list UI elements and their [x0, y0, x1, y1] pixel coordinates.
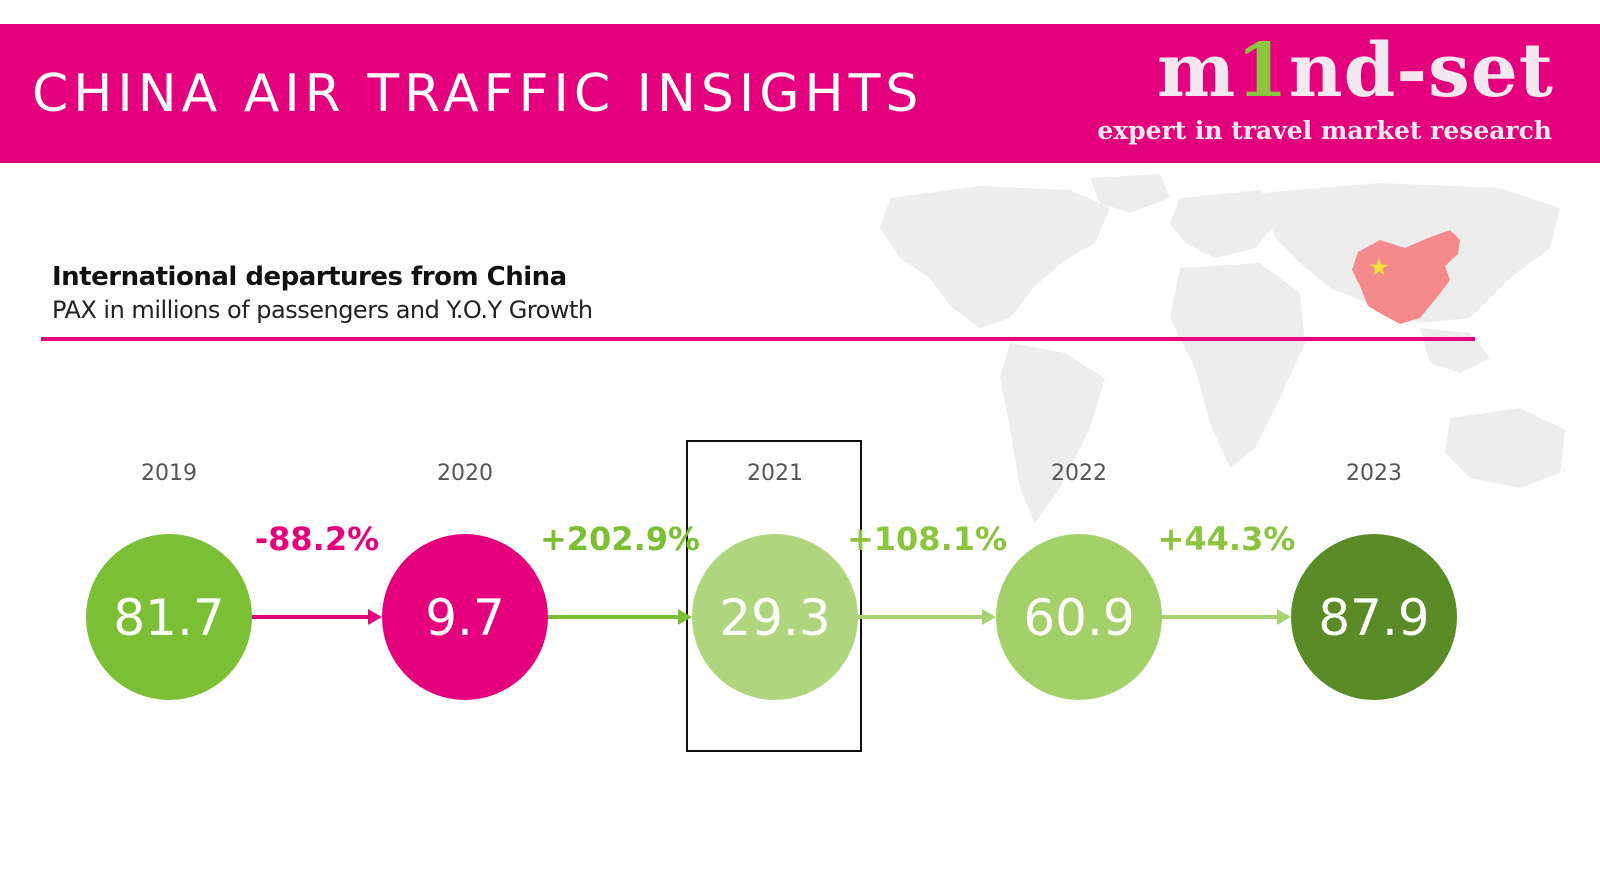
growth-label-1: +202.9%: [540, 520, 700, 558]
logo-tagline: expert in travel market research: [1097, 116, 1552, 145]
data-circle-2022: [996, 534, 1162, 700]
value-label-2021: 29.3: [719, 589, 830, 647]
data-circle-2023: [1291, 534, 1457, 700]
year-label-2022: 2022: [1051, 461, 1107, 486]
year-label-2019: 2019: [141, 461, 197, 486]
data-circle-2021: [692, 534, 858, 700]
map-south-america: [1000, 343, 1105, 523]
map-europe: [1170, 190, 1280, 258]
world-map-background: [880, 174, 1565, 523]
data-circle-2019: [86, 534, 252, 700]
connector-arrow-2: [982, 609, 996, 625]
chart-subtitle: PAX in millions of passengers and Y.O.Y …: [52, 296, 593, 324]
logo-text-b: nd-set: [1288, 28, 1554, 114]
header-banner: CHINA AIR TRAFFIC INSIGHTS m1nd-set expe…: [0, 24, 1600, 163]
value-label-2023: 87.9: [1318, 589, 1429, 647]
growth-label-2: +108.1%: [847, 520, 1007, 558]
value-label-2020: 9.7: [425, 589, 505, 647]
data-circle-2020: [382, 534, 548, 700]
map-greenland: [1090, 174, 1170, 213]
logo-text-a: m: [1157, 28, 1237, 114]
map-australia: [1445, 408, 1565, 488]
chart-title: International departures from China: [52, 262, 567, 292]
growth-label-3: +44.3%: [1158, 520, 1296, 558]
map-africa: [1170, 263, 1305, 468]
year-label-2020: 2020: [437, 461, 493, 486]
logo-text-one: 1: [1236, 28, 1289, 114]
china-highlight: [1352, 230, 1460, 324]
page-title: CHINA AIR TRAFFIC INSIGHTS: [32, 64, 924, 124]
highlight-frame-2021: [686, 440, 862, 752]
connector-arrow-1: [678, 609, 692, 625]
connector-arrow-3: [1277, 609, 1291, 625]
map-north-america: [880, 186, 1110, 328]
year-label-2021: 2021: [747, 461, 803, 486]
connector-arrow-0: [368, 609, 382, 625]
growth-label-0: -88.2%: [255, 520, 379, 558]
value-label-2019: 81.7: [113, 589, 224, 647]
year-label-2023: 2023: [1346, 461, 1402, 486]
title-divider: [41, 337, 1475, 341]
china-flag-star-icon: [1369, 258, 1389, 276]
mindset-logo: m1nd-set: [1157, 34, 1554, 108]
value-label-2022: 60.9: [1023, 589, 1134, 647]
